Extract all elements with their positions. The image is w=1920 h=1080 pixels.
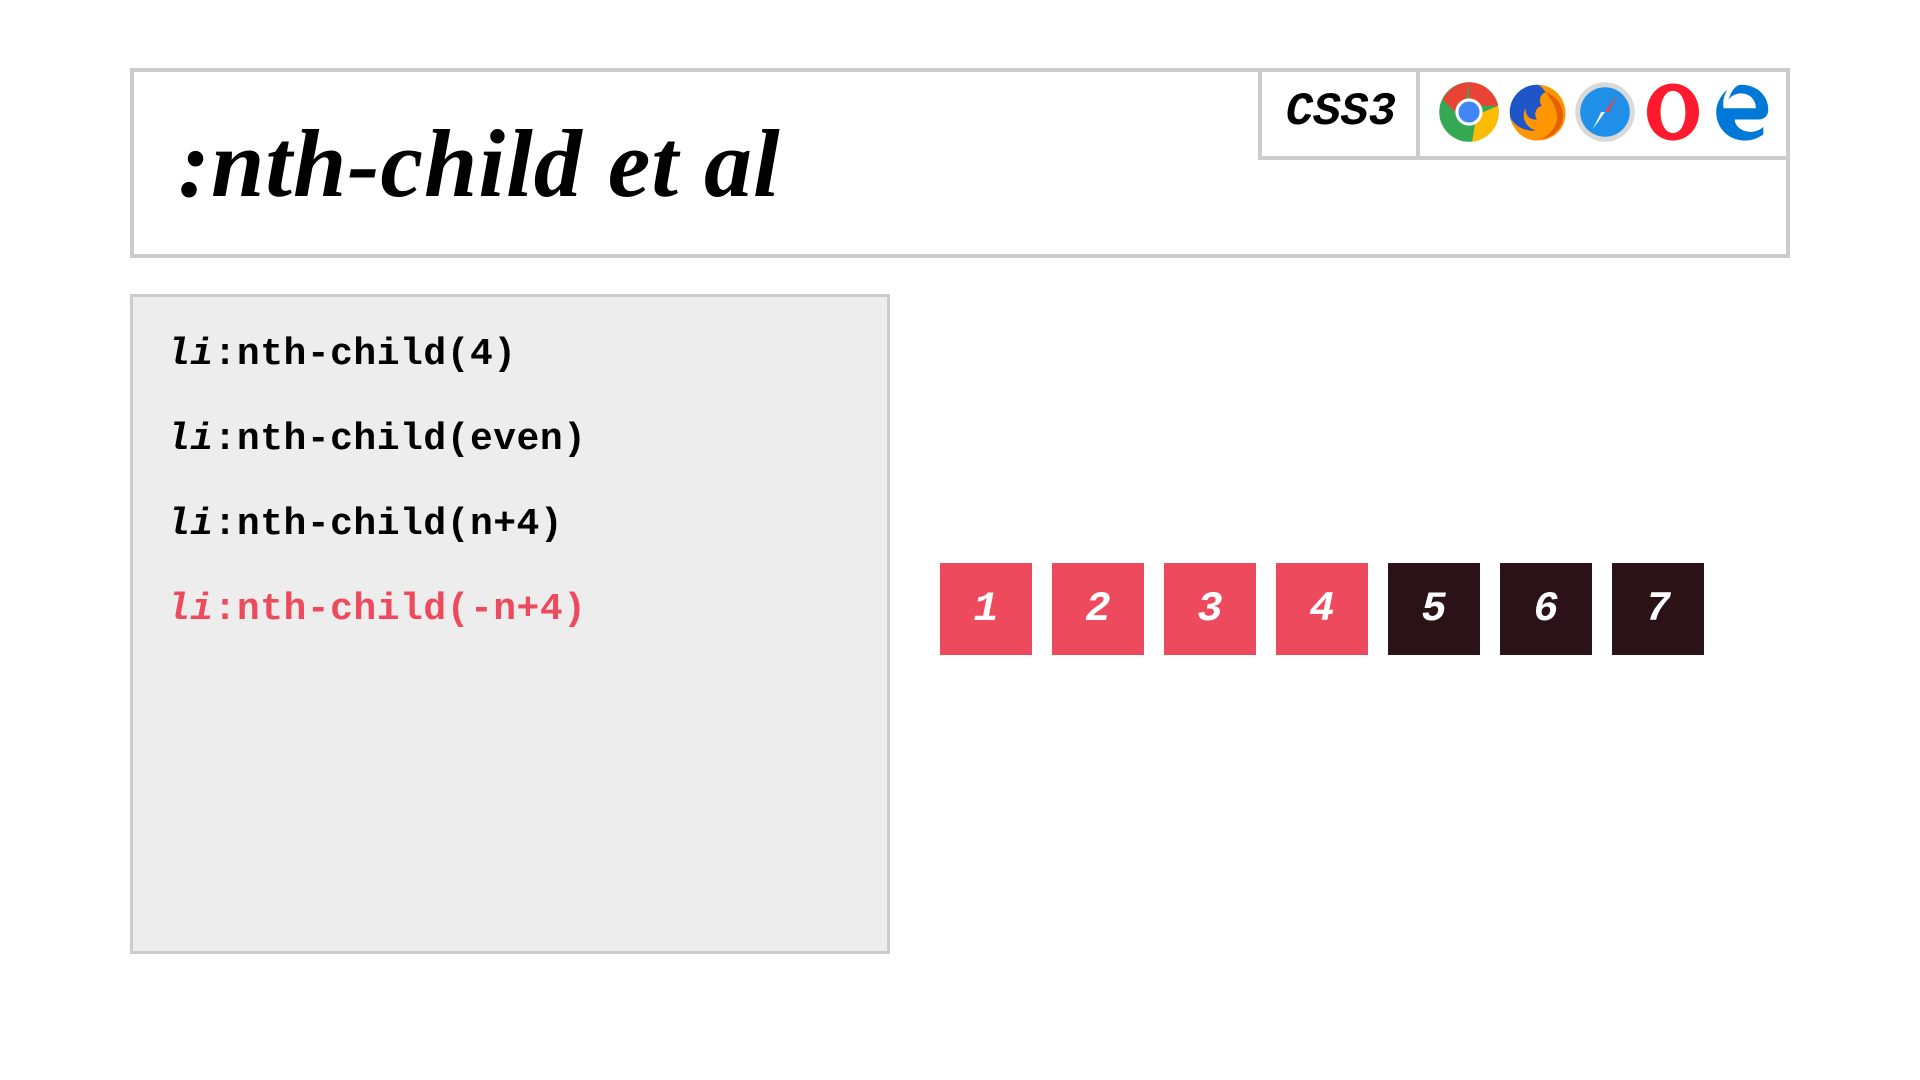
code-line: li:nth-child(n+4) [167, 503, 853, 546]
code-tag: li [167, 333, 214, 376]
code-selector: :nth-child(n+4) [214, 503, 564, 546]
slide-body: li:nth-child(4)li:nth-child(even)li:nth-… [130, 294, 1790, 954]
code-line: li:nth-child(-n+4) [167, 588, 853, 631]
code-tag: li [167, 418, 214, 461]
support-badge: CSS3 [1258, 68, 1790, 160]
demo-box: 3 [1164, 563, 1256, 655]
code-tag: li [167, 588, 214, 631]
demo-box: 7 [1612, 563, 1704, 655]
opera-icon [1642, 81, 1704, 143]
slide-header: :nth-child et al CSS3 [130, 68, 1790, 258]
demo-box: 5 [1388, 563, 1480, 655]
browser-icons [1420, 68, 1790, 156]
code-selector: :nth-child(even) [214, 418, 587, 461]
css-version-label: CSS3 [1262, 68, 1420, 156]
demo-area: 1234567 [940, 294, 1790, 954]
code-tag: li [167, 503, 214, 546]
code-box: li:nth-child(4)li:nth-child(even)li:nth-… [130, 294, 890, 954]
demo-box: 1 [940, 563, 1032, 655]
firefox-icon [1506, 81, 1568, 143]
code-line: li:nth-child(4) [167, 333, 853, 376]
demo-box: 2 [1052, 563, 1144, 655]
demo-box: 6 [1500, 563, 1592, 655]
edge-icon [1710, 81, 1772, 143]
code-selector: :nth-child(4) [214, 333, 517, 376]
safari-icon [1574, 81, 1636, 143]
demo-boxes: 1234567 [940, 563, 1704, 655]
slide-title: :nth-child et al [134, 72, 781, 219]
slide: :nth-child et al CSS3 [0, 0, 1920, 1080]
demo-box: 4 [1276, 563, 1368, 655]
code-selector: :nth-child(-n+4) [214, 588, 587, 631]
code-line: li:nth-child(even) [167, 418, 853, 461]
chrome-icon [1438, 81, 1500, 143]
